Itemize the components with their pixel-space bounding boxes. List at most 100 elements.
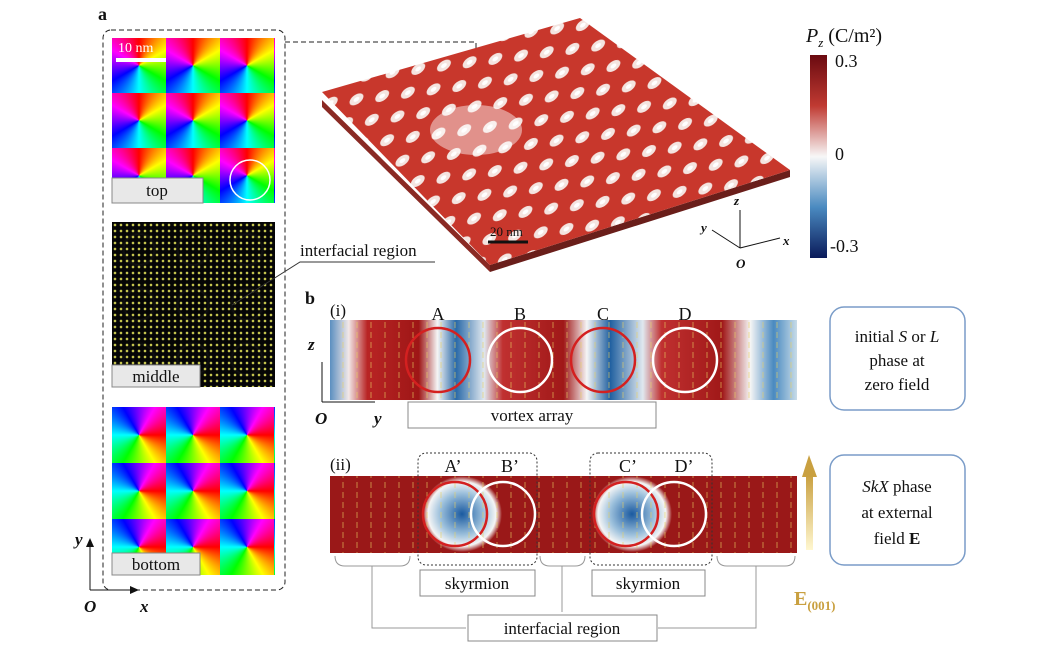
note-line: initial S or L [855,327,940,346]
vortex-label: B’ [501,456,519,476]
note-text: L [929,327,939,346]
colorbar-tick: 0.3 [835,51,858,71]
axis-label: O [315,409,327,428]
note-line: zero field [865,375,930,394]
note-text: S [899,327,908,346]
color-wheel [229,159,271,201]
caption: skyrmion [445,574,510,593]
field-symbol: E [794,588,807,610]
caption: skyrmion [616,574,681,593]
axis-label: y [73,530,83,549]
field-arrow-head [802,455,817,477]
vortex [421,480,489,548]
vortex [592,480,660,548]
note-text: phase [889,477,932,496]
panel-a-frame [102,29,286,591]
layer-label: bottom [132,555,180,574]
slab [322,18,790,265]
annotation: interfacial region [300,241,417,260]
dipoles [330,476,797,553]
axis-label: O [84,597,96,616]
colorbar-tick: -0.3 [830,236,859,256]
note-line: SkX phase [862,477,931,496]
note-text: initial [855,327,899,346]
note-line: field E [874,529,921,548]
top-layer-image [112,38,275,203]
field-subscript: (001) [807,598,835,613]
bracket [334,555,411,567]
note-text: SkX [862,477,889,496]
bottom-layer-image [112,407,275,575]
axis-label: y [372,409,382,428]
axis [739,237,781,249]
vortex [486,326,554,394]
axis-label: y [699,220,707,235]
note-text: E [909,529,920,548]
connector [658,566,757,629]
note-box [829,306,966,411]
vortex-label: C [597,304,609,324]
unit: (C/m²) [823,25,882,47]
caption-box [419,569,536,597]
axis-arrow [86,538,94,547]
row-label: (i) [330,301,346,320]
subscript: z [817,35,823,50]
axis-label: x [139,597,149,616]
colorbar-title: Pz (C/m²) [805,25,882,50]
caption-box [467,614,658,642]
note-line: phase at [869,351,925,370]
vortex-label: B [514,304,526,324]
vortex-label: A [432,304,445,324]
dipoles [330,320,797,400]
slab-side [322,100,490,272]
axis [711,229,741,249]
note-text: field [874,529,909,548]
vortex [640,480,708,548]
vortex [569,326,637,394]
caption-box [407,401,657,429]
axis-arrow [130,586,139,594]
bracket [716,555,796,567]
symbol: P [805,25,818,47]
bracket [539,555,586,567]
caption: vortex array [491,406,574,425]
vortex-label: D’ [675,456,694,476]
layer-label: top [146,181,168,200]
annotation-leader [231,261,435,306]
row-label: (ii) [330,455,351,474]
layer-label: middle [132,367,179,386]
colorbar-tick: 0 [835,144,844,164]
field-label: E(001) [794,588,836,613]
layer-label-box [111,177,204,204]
vortex [469,480,537,548]
field-arrow [806,475,813,550]
layer-label-box [111,552,201,576]
connectors [334,555,796,629]
axis-label: x [782,233,790,248]
vortex [651,326,719,394]
note-box [829,454,966,566]
middle-layer-image [112,222,275,387]
axis-label: z [733,193,740,208]
vortex-label: D [679,304,692,324]
scale-bar-label: 10 nm [118,41,154,56]
note-line: at external [861,503,933,522]
vortex-label: C’ [619,456,637,476]
axis-label: z [307,335,315,354]
axis-label: O [736,256,746,271]
highlight [430,105,522,155]
panel-label: a [98,4,107,24]
panel-label: b [305,288,315,308]
slab-side [490,170,790,272]
skyrmion-frame [589,452,713,566]
connector [371,566,466,629]
note-text: or [907,327,930,346]
caption-box [591,569,706,597]
vortex-label: A’ [445,456,462,476]
caption: interfacial region [504,619,621,638]
scale-bar-label: 20 nm [490,224,523,239]
colorbar [810,55,827,258]
layer-label-box [111,364,201,388]
